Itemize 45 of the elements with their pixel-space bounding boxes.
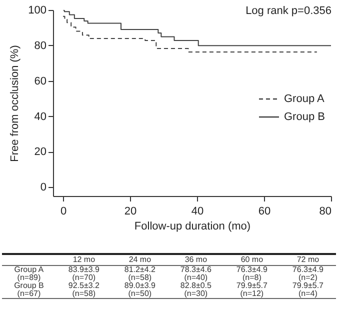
text: 79.9±5.7	[291, 281, 325, 290]
x-tick-label: 60	[258, 206, 271, 218]
text: 12 mo	[56, 254, 112, 266]
text: (n=2)	[298, 273, 318, 282]
text: (n=40)	[183, 273, 209, 282]
text: (n=50)	[112, 289, 168, 298]
text: 82.8±0.5	[179, 281, 212, 290]
x-tick-label: 20	[124, 206, 137, 218]
text: 78.3±4.6	[179, 265, 212, 274]
y-tick-label: 100	[28, 4, 46, 16]
x-axis-title: Follow-up duration (mo)	[134, 220, 251, 232]
text: Group A	[13, 265, 45, 274]
text: 24 mo	[112, 254, 168, 266]
text: Group B	[13, 281, 45, 290]
x-tick-label: 40	[191, 206, 204, 218]
annotation: Log rank p=0.356	[246, 5, 332, 17]
text: (n=30)	[168, 289, 224, 298]
text: (n=67)	[2, 289, 56, 298]
text: 92.5±3.2	[67, 281, 100, 290]
text: 76.3±4.9	[235, 265, 268, 274]
text: 89.0±3.9	[123, 281, 156, 290]
text: (n=58)	[56, 289, 112, 298]
text: 83.9±3.9	[67, 265, 100, 274]
y-tick-label: 60	[34, 75, 46, 88]
text: 81.2±4.2	[123, 265, 156, 274]
y-tick-label: 0	[40, 182, 46, 194]
text: 76.3±4.9	[291, 265, 325, 274]
legend-label: Group B	[284, 111, 325, 123]
text: 72 mo	[280, 254, 336, 266]
legend-label: Group A	[284, 93, 326, 105]
text: 36 mo	[168, 254, 224, 266]
text: (n=4)	[280, 289, 336, 298]
y-axis-title: Free from occlusion (%)	[9, 45, 22, 162]
y-tick-label: 80	[34, 40, 46, 52]
text: (n=89)	[17, 273, 42, 282]
text: (n=58)	[127, 273, 153, 282]
text: 60 mo	[224, 254, 280, 266]
x-tick-label: 80	[319, 206, 332, 218]
text: (n=8)	[241, 273, 262, 282]
text: (n=70)	[71, 273, 97, 282]
text: 79.9±5.7	[235, 281, 268, 290]
y-tick-label: 20	[34, 146, 46, 158]
x-tick-label: 0	[60, 206, 67, 218]
y-tick-label: 40	[34, 110, 46, 123]
text: (n=12)	[224, 289, 280, 298]
